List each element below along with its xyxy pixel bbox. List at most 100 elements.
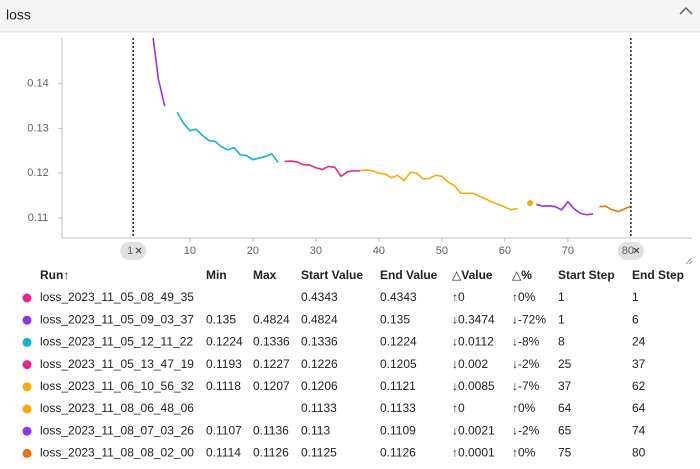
run-name: loss_2023_11_08_08_02_00	[40, 446, 194, 460]
table-cell: 8	[558, 335, 565, 349]
column-header[interactable]: Run↑	[40, 268, 69, 282]
y-tick-label: 0.14	[27, 78, 48, 90]
range-marker-chip[interactable]	[120, 242, 147, 260]
data-point	[527, 200, 534, 207]
run-name: loss_2023_11_08_06_48_06	[40, 401, 194, 415]
y-tick-label: 0.13	[27, 122, 48, 134]
axes: 0.11 0.12 0.13 0.14 10 20 30 40 50 60 70 1 80	[27, 38, 644, 260]
x-tick-label: 30	[310, 245, 322, 257]
table-cell: 0.1136	[253, 423, 289, 437]
table-cell: 0.4824	[253, 312, 290, 326]
table-cell: 64	[558, 401, 572, 415]
table-cell: 25	[558, 357, 572, 371]
column-header: Start Step	[558, 268, 615, 282]
table-cell: 0.1336	[253, 335, 290, 349]
table-cell: 0.1121	[380, 379, 416, 393]
table-cell: ↑0	[452, 401, 465, 415]
range-marker-label: 1	[127, 245, 133, 257]
table-cell: 0.1207	[253, 379, 290, 393]
column-header: End Step	[632, 268, 684, 282]
series-line	[176, 111, 279, 163]
table-cell: 0.1133	[301, 401, 337, 415]
run-name: loss_2023_11_08_07_03_26	[40, 423, 194, 437]
table-cell: 75	[558, 446, 572, 460]
column-header: △Value	[452, 268, 493, 282]
table-cell: 0.4343	[301, 290, 338, 304]
table-cell: ↓0.0021	[452, 423, 495, 437]
table-cell: ↑0%	[512, 290, 536, 304]
table-cell: ↓-72%	[512, 312, 546, 326]
table-cell: 0.1126	[380, 446, 416, 460]
table-cell: ↓-8%	[512, 335, 540, 349]
x-tick-label: 50	[436, 245, 448, 257]
table-cell: 0.4343	[380, 290, 417, 304]
run-color-dot	[22, 448, 32, 458]
table-cell: ↓-7%	[512, 379, 540, 393]
range-marker-close	[633, 247, 640, 254]
x-tick-label: 40	[373, 245, 385, 257]
header-bar	[0, 0, 700, 32]
range-marker-label: 80	[622, 245, 634, 257]
data-table: Run↑ Min Max Start Value End Value △Value △% St…	[22, 268, 684, 460]
range-marker-chip[interactable]	[617, 242, 644, 260]
run-color-dot	[22, 382, 32, 392]
table-cell: 74	[632, 423, 646, 437]
x-tick-label: 20	[247, 245, 259, 257]
table-cell: ↓-2%	[512, 423, 540, 437]
column-header: Max	[253, 268, 277, 282]
table-cell: 65	[558, 423, 572, 437]
table-cell: 0.1109	[380, 423, 416, 437]
column-header: End Value	[380, 268, 438, 282]
table-cell: ↓0.0085	[452, 379, 495, 393]
run-color-dot	[22, 315, 32, 325]
column-header: Start Value	[301, 268, 363, 282]
table-cell: 0.4824	[301, 312, 338, 326]
series-line	[536, 200, 594, 216]
table-cell: 62	[632, 379, 646, 393]
table-cell: 0.1193	[206, 357, 242, 371]
table-cell: 0.1224	[206, 335, 243, 349]
series-line	[599, 205, 632, 213]
table-cell: ↓0.0112	[452, 335, 494, 349]
table-cell: ↑0	[452, 290, 465, 304]
table-cell: 0.1205	[380, 357, 417, 371]
x-tick-label: 70	[562, 245, 574, 257]
table-cell: 0.1206	[301, 379, 338, 393]
table-cell: 0.1226	[301, 357, 338, 371]
column-header: △%	[512, 268, 532, 282]
table-cell: 64	[632, 401, 646, 415]
x-tick-label: 10	[184, 245, 196, 257]
table-cell: ↓-2%	[512, 357, 540, 371]
table-cell: 1	[558, 312, 565, 326]
table-cell: 80	[632, 446, 646, 460]
table-cell: 37	[558, 379, 572, 393]
table-cell: 0.1224	[380, 335, 417, 349]
y-tick-label: 0.12	[27, 167, 48, 179]
table-cell: 0.135	[206, 312, 236, 326]
table-cell: 0.1125	[301, 446, 337, 460]
table-cell: 0.1126	[253, 446, 289, 460]
table-cell: 1	[632, 290, 639, 304]
run-color-dot	[22, 404, 32, 414]
table-cell: 1	[558, 290, 565, 304]
plot-area	[152, 38, 632, 216]
series-line	[359, 169, 518, 211]
resize-handle[interactable]	[685, 257, 693, 265]
y-tick-label: 0.11	[28, 212, 49, 224]
table-cell: 0.1114	[206, 446, 241, 460]
table-cell: 0.113	[301, 423, 330, 437]
series-line	[284, 160, 360, 178]
column-header: Min	[206, 268, 227, 282]
table-cell: 24	[632, 335, 646, 349]
card-title: loss	[6, 7, 31, 23]
table-cell: 0.1118	[206, 379, 241, 393]
run-name: loss_2023_11_05_13_47_19	[40, 357, 194, 371]
table-cell: 0.1336	[301, 335, 338, 349]
table-cell: 37	[632, 357, 646, 371]
run-color-dot	[22, 337, 32, 347]
table-cell: ↓0.002	[452, 357, 488, 371]
collapse-icon[interactable]	[679, 6, 693, 15]
range-marker-close	[135, 247, 142, 254]
run-name: loss_2023_11_05_12_11_22	[40, 335, 193, 349]
